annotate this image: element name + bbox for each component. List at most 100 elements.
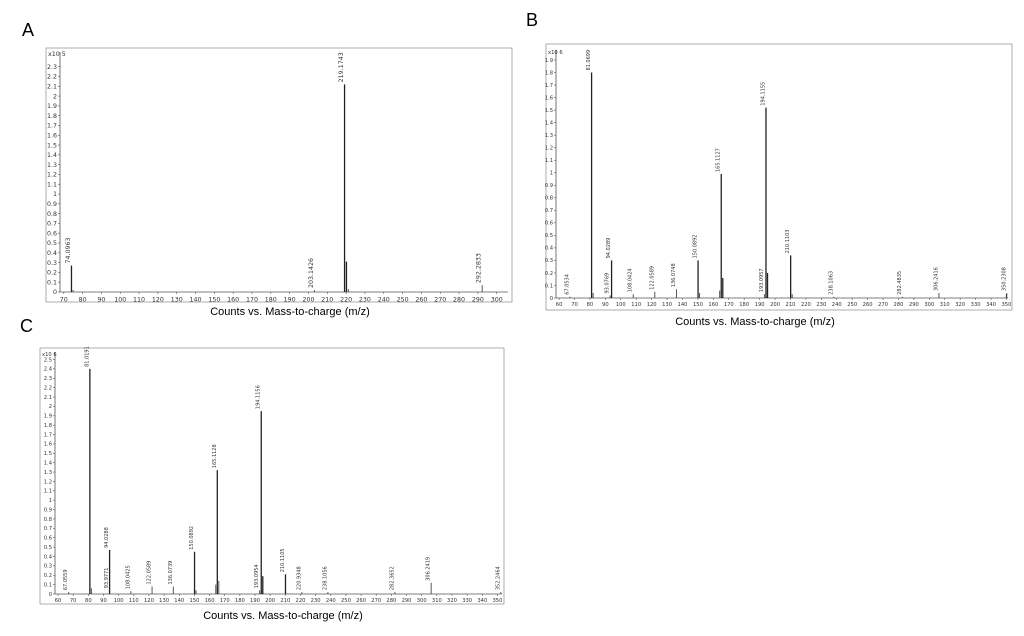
panel-a-y-tick-label: 0.9: [47, 201, 57, 208]
panel-b-peak-label: 67.0534: [564, 274, 570, 295]
panel-c-y-tick-label: 0.5: [44, 545, 52, 551]
panel-b-x-tick-label: 330: [971, 302, 981, 308]
panel-c-y-tick-label: 1.2: [44, 479, 52, 485]
panel-a-x-tick-label: 210: [321, 296, 333, 303]
panel-b-peak-label: 122.0589: [649, 266, 655, 290]
panel-c-x-tick-label: 60: [55, 598, 62, 604]
panel-a-y-tick-label: 0.6: [47, 230, 57, 237]
panel-b-y-tick-label: 1.6: [545, 95, 553, 101]
panel-c-y-tick-label: 0.1: [44, 582, 52, 588]
panel-b-x-tick-label: 90: [602, 302, 609, 308]
panel-c-peak-label: 165.1128: [212, 444, 218, 468]
panel-a-frame: [45, 47, 513, 303]
panel-a-peak-label: 292.2833: [476, 253, 483, 283]
panel-a-x-tick-label: 90: [97, 296, 105, 303]
panel-b-peak-label: 350.2308: [1001, 267, 1007, 291]
panel-b-peak-label: 150.0892: [693, 235, 699, 259]
panel-c-x-tick-label: 300: [417, 598, 427, 604]
panel-a-y-scale-label: x10 5: [48, 51, 66, 58]
panel-c-x-tick-label: 110: [129, 598, 139, 604]
panel-c-x-tick-label: 130: [159, 598, 169, 604]
panel-b-x-tick-label: 110: [631, 302, 641, 308]
panel-b-y-tick-label: 0.7: [545, 208, 553, 214]
panel-c-x-tick-label: 210: [280, 598, 290, 604]
panel-a-x-tick-label: 230: [359, 296, 371, 303]
panel-c-y-tick-label: 1.4: [44, 461, 53, 467]
panel-b-x-tick-label: 250: [847, 302, 857, 308]
panel-a-y-tick-label: 1.8: [47, 113, 57, 120]
panel-a-x-tick-label: 300: [491, 296, 503, 303]
panel-c-peak-label: 220.9348: [296, 566, 302, 590]
panel-b-peak-label: 136.0748: [671, 263, 677, 287]
panel-a-x-tick-label: 70: [60, 296, 68, 303]
panel-b-x-tick-label: 230: [816, 302, 826, 308]
panel-a-y-tick-label: 1.3: [47, 162, 57, 169]
panel-a-xlabel: Counts vs. Mass-to-charge (m/z): [210, 306, 370, 318]
panel-c-x-tick-label: 150: [189, 598, 199, 604]
panel-b-x-tick-label: 210: [786, 302, 796, 308]
panel-a-y-tick-label: 1: [53, 191, 57, 198]
panel-b-x-tick-label: 160: [708, 302, 718, 308]
panel-b-y-tick-label: 1.3: [545, 133, 553, 139]
panel-a-peak-label: 74.0963: [65, 238, 72, 264]
panel-c-y-tick-label: 2.5: [44, 357, 52, 363]
panel-c-y-scale-label: x10 6: [42, 352, 57, 358]
panel-a-y-tick-label: 0.2: [47, 270, 57, 277]
panel-c-peak-label: 93.9771: [104, 568, 110, 589]
panel-c-x-tick-label: 160: [205, 598, 215, 604]
panel-a-x-tick-label: 160: [227, 296, 239, 303]
panel-c-y-tick-label: 1.1: [44, 489, 52, 495]
panel-b-y-tick-label: 1.7: [545, 83, 553, 89]
panel-b-xlabel: Counts vs. Mass-to-charge (m/z): [675, 316, 835, 328]
panel-c-peak-label: 210.1105: [280, 548, 286, 572]
panel-c-x-tick-label: 240: [326, 598, 336, 604]
panel-c-x-tick-label: 180: [235, 598, 245, 604]
panel-a-x-tick-label: 190: [284, 296, 296, 303]
panel-c-peak-label: 136.0739: [168, 561, 174, 585]
panel-a-y-tick-label: 0.7: [47, 221, 57, 228]
panel-c-x-tick-label: 170: [220, 598, 230, 604]
panel-a-x-tick-label: 250: [397, 296, 409, 303]
panel-a-y-tick-label: 0.1: [47, 279, 57, 286]
panel-a-x-tick-label: 80: [79, 296, 87, 303]
panel-c-x-tick-label: 270: [371, 598, 381, 604]
panel-c-y-tick-label: 1.8: [44, 423, 52, 429]
panel-c-x-tick-label: 340: [477, 598, 487, 604]
panel-b-y-tick-label: 0.3: [545, 258, 553, 264]
panel-b-y-tick-label: 1.2: [545, 146, 553, 152]
panel-a-y-tick-label: 2.2: [47, 74, 57, 81]
panel-b-peak-label: 81.0699: [586, 50, 592, 71]
panel-c-letter: C: [20, 316, 33, 336]
panel-a-x-tick-label: 120: [152, 296, 164, 303]
panel-b-peak-label: 210.1103: [785, 230, 791, 254]
panel-b-peak-label: 94.0289: [606, 238, 612, 259]
panel-c-x-tick-label: 200: [265, 598, 275, 604]
panel-b-letter: B: [526, 10, 539, 30]
panel-a-y-tick-label: 1.4: [47, 152, 57, 159]
panel-a-x-tick-label: 280: [453, 296, 465, 303]
panel-b-y-tick-label: 1.5: [545, 108, 553, 114]
panel-b-peak-label: 282.4835: [897, 271, 903, 295]
panel-a-letter: A: [22, 20, 35, 40]
panel-b-y-tick-label: 0.8: [545, 196, 553, 202]
panel-a-peak-label: 203.1426: [308, 258, 315, 288]
panel-b-x-tick-label: 220: [801, 302, 811, 308]
panel-b-x-tick-label: 340: [986, 302, 996, 308]
panel-b-peak-label: 93.0769: [605, 273, 611, 294]
panel-b-peak-label: 238.1063: [828, 271, 834, 295]
panel-b-x-tick-label: 280: [894, 302, 904, 308]
panel-a-y-tick-label: 2: [53, 93, 57, 100]
panel-c-peak-label: 94.0288: [104, 527, 110, 548]
panel-c-x-tick-label: 120: [144, 598, 154, 604]
panel-b-x-tick-label: 60: [556, 302, 563, 308]
panel-c-y-tick-label: 0: [49, 592, 52, 598]
panel-c-y-tick-label: 0.2: [44, 573, 52, 579]
panel-a-y-tick-label: 0.3: [47, 260, 57, 267]
panel-c-x-tick-label: 230: [311, 598, 321, 604]
panel-b-x-tick-label: 170: [724, 302, 734, 308]
panel-c-peak-label: 81.0191: [84, 346, 90, 367]
panel-c-y-tick-label: 0.8: [44, 517, 52, 523]
panel-b-x-tick-label: 100: [616, 302, 626, 308]
